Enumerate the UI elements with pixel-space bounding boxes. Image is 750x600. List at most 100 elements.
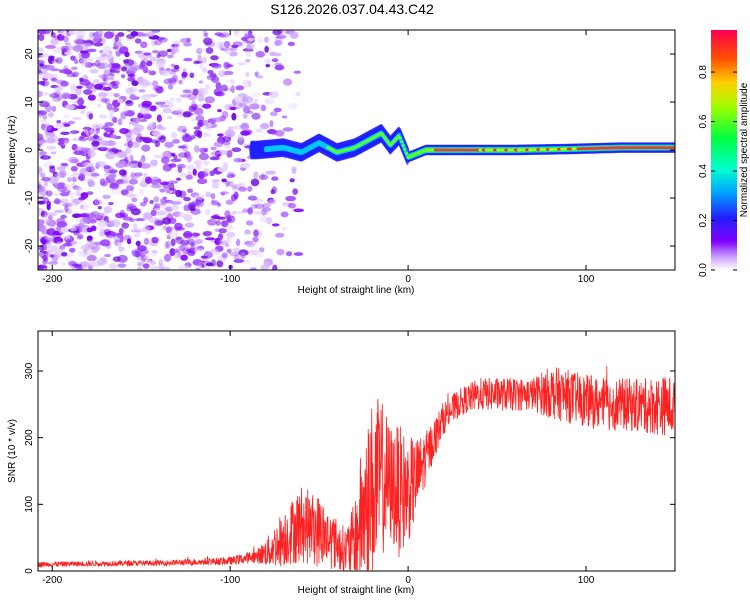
spectrogram-noise-blob bbox=[86, 227, 93, 233]
spectrogram-noise-blob bbox=[106, 54, 115, 63]
spectrogram-noise-blob bbox=[117, 263, 127, 268]
spectrogram-noise-blob bbox=[253, 171, 259, 179]
spectrogram-noise-blob bbox=[175, 177, 182, 181]
spectrogram-noise-blob bbox=[70, 166, 78, 172]
spectrogram-noise-blob bbox=[92, 78, 101, 84]
spectrogram-noise-blob bbox=[76, 235, 84, 240]
spectrogram-noise-blob bbox=[118, 246, 125, 252]
spectrogram-noise-blob bbox=[238, 102, 247, 107]
spectrogram-noise-blob bbox=[246, 110, 254, 114]
spectrogram-ytick-label: 0 bbox=[24, 147, 35, 153]
spectrogram-xtick-label: 0 bbox=[405, 274, 411, 285]
spectrogram-noise-blob bbox=[65, 256, 72, 264]
spectrogram-noise-blob bbox=[214, 91, 225, 97]
spectrogram-noise-blob bbox=[210, 248, 219, 253]
spectrogram-noise-blob bbox=[49, 166, 56, 174]
spectrogram-noise-blob bbox=[60, 139, 68, 146]
spectrogram-noise-blob bbox=[99, 178, 106, 186]
spectrogram-noise-blob bbox=[140, 60, 146, 68]
spectrogram-noise-blob bbox=[254, 253, 265, 258]
spectrogram-noise-blob bbox=[169, 248, 176, 257]
spectrogram-noise-blob bbox=[47, 261, 59, 266]
snr-ytick-label: 0 bbox=[24, 568, 35, 574]
spectrogram-noise-blob bbox=[84, 243, 90, 251]
spectrogram-noise-blob bbox=[182, 89, 192, 94]
spectrogram-noise-blob bbox=[75, 190, 81, 196]
spectrogram-noise-blob bbox=[120, 74, 126, 79]
spectrogram-noise-blob bbox=[79, 58, 88, 64]
spectrogram-noise-blob bbox=[43, 257, 49, 262]
spectrogram-noise-blob bbox=[229, 51, 238, 57]
spectrogram-noise-blob bbox=[134, 38, 142, 44]
spectrogram-noise-blob bbox=[253, 98, 259, 105]
spectrogram-noise-blob bbox=[53, 35, 61, 40]
spectrogram-noise-blob bbox=[197, 94, 205, 102]
spectrogram-noise-blob bbox=[106, 147, 112, 152]
spectrogram-noise-blob bbox=[140, 257, 146, 263]
spectrogram-noise-blob bbox=[38, 265, 48, 269]
spectrogram-noise-blob bbox=[168, 163, 177, 168]
spectrogram-noise-blob bbox=[140, 201, 147, 207]
spectrogram-noise-blob bbox=[177, 125, 187, 133]
spectrogram-noise-blob bbox=[195, 267, 201, 270]
spectrogram-noise-blob bbox=[76, 105, 87, 110]
spectrogram-noise-blob bbox=[87, 127, 95, 135]
spectrogram-noise-blob bbox=[227, 217, 233, 223]
spectrogram-noise-blob bbox=[250, 203, 258, 210]
spectrogram-noise-blob bbox=[160, 156, 170, 164]
spectrogram-noise-blob bbox=[69, 247, 76, 253]
spectrogram-noise-blob bbox=[38, 137, 43, 142]
spectrogram-noise-blob bbox=[260, 264, 270, 270]
spectrogram-noise-blob bbox=[85, 62, 93, 68]
spectrogram-noise-blob bbox=[114, 235, 122, 242]
spectrogram-noise-blob bbox=[95, 212, 105, 219]
spectrogram-noise-blob bbox=[192, 232, 201, 237]
colorbar-ticks: 0.0 0.2 0.4 0.6 0.8 bbox=[698, 65, 737, 277]
spectrogram-noise-blob bbox=[40, 155, 51, 160]
spectrogram-noise-blob bbox=[189, 72, 195, 79]
spectrogram-noise-blob bbox=[109, 184, 119, 189]
spectrogram-noise-blob bbox=[107, 83, 113, 88]
spectrogram-noise-blob bbox=[224, 129, 236, 138]
spectrogram-noise-blob bbox=[136, 172, 144, 176]
spectrogram-ridge-core bbox=[672, 146, 675, 149]
spectrogram-noise-blob bbox=[89, 260, 95, 266]
colorbar-label: Normalized spectral amplitude bbox=[739, 82, 750, 217]
spectrogram-noise-blob bbox=[151, 236, 159, 244]
spectrogram-noise-blob bbox=[268, 199, 277, 205]
spectrogram-noise-blob bbox=[119, 236, 124, 243]
spectrogram-noise-blob bbox=[115, 41, 122, 46]
spectrogram-noise-blob bbox=[86, 254, 97, 262]
snr-frame bbox=[37, 330, 676, 572]
spectrogram-noise-blob bbox=[121, 222, 130, 229]
spectrogram-noise-blob bbox=[115, 79, 120, 86]
spectrogram-noise-blob bbox=[292, 188, 299, 195]
spectrogram-noise-blob bbox=[141, 100, 152, 107]
spectrogram-noise-blob bbox=[202, 103, 212, 109]
spectrogram-ridge-core bbox=[380, 133, 385, 137]
spectrogram-noise-blob bbox=[215, 220, 221, 226]
colorbar-tick-label: 0.2 bbox=[698, 213, 709, 227]
spectrogram-noise-blob bbox=[193, 248, 205, 253]
spectrogram-noise-blob bbox=[218, 228, 227, 234]
spectrogram-noise-blob bbox=[221, 110, 229, 119]
spectrogram-ridge-core bbox=[400, 140, 404, 144]
spectrogram-noise-blob bbox=[59, 245, 66, 250]
spectrogram-noise-blob bbox=[254, 203, 265, 209]
spectrogram-noise-blob bbox=[259, 215, 268, 223]
spectrogram-noise-blob bbox=[55, 94, 64, 101]
spectrogram-noise-blob bbox=[39, 63, 44, 67]
spectrogram-noise-blob bbox=[157, 50, 168, 57]
spectrogram-xtick-label: -200 bbox=[42, 274, 62, 285]
spectrogram-noise-blob bbox=[171, 68, 180, 72]
spectrogram-noise-blob bbox=[103, 45, 111, 54]
spectrogram-noise-blob bbox=[55, 121, 64, 130]
spectrogram-noise-blob bbox=[141, 113, 152, 120]
spectrogram-noise-blob bbox=[120, 66, 128, 72]
spectrogram-noise-blob bbox=[107, 141, 119, 147]
spectrogram-noise-blob bbox=[273, 52, 282, 57]
spectrogram-noise-blob bbox=[242, 79, 251, 88]
spectrogram-noise-blob bbox=[293, 208, 305, 213]
spectrogram-noise-blob bbox=[47, 56, 55, 65]
colorbar: 0.0 0.2 0.4 0.6 0.8 Normalized spectral ampl… bbox=[698, 30, 750, 277]
